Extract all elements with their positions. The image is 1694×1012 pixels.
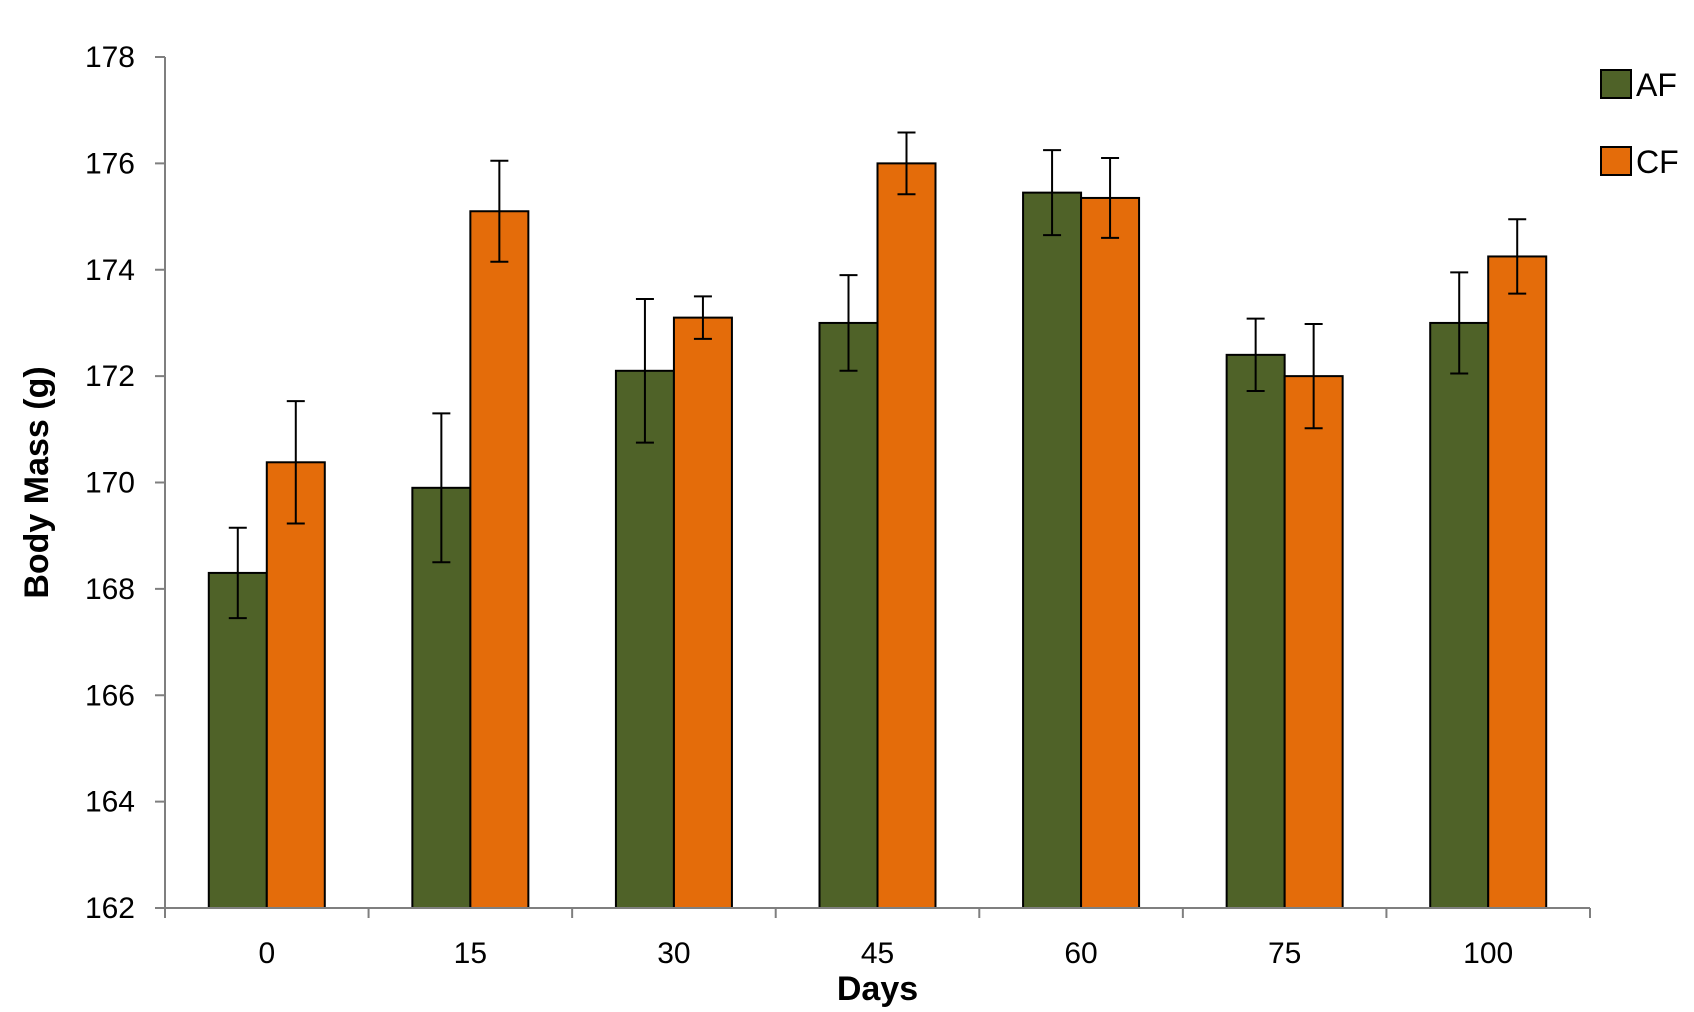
x-tick-label-0: 0	[258, 937, 275, 970]
bar-cf-60	[1080, 196, 1141, 909]
error-bar-af-60	[1043, 149, 1062, 237]
y-axis-title: Body Mass (g)	[18, 366, 56, 598]
error-bar-cf-100	[1508, 218, 1527, 295]
y-tick-label-178: 178	[85, 41, 135, 74]
x-tick-label-45: 45	[861, 937, 894, 970]
error-bar-af-15	[432, 412, 451, 564]
y-tick-label-166: 166	[85, 679, 135, 712]
legend-swatch-cf	[1600, 146, 1632, 176]
error-bar-cf-30	[693, 295, 712, 340]
bar-af-75	[1225, 353, 1286, 910]
error-bar-af-30	[635, 298, 654, 444]
x-tick-label-100: 100	[1463, 937, 1513, 970]
legend: AF CF	[1600, 67, 1679, 180]
y-tick-label-168: 168	[85, 573, 135, 606]
y-tick-label-174: 174	[85, 254, 135, 287]
error-bar-cf-60	[1101, 157, 1120, 239]
bar-cf-75	[1283, 375, 1344, 909]
error-bar-af-0	[228, 526, 247, 620]
error-bar-cf-0	[286, 400, 305, 525]
bar-af-100	[1429, 321, 1490, 909]
bar-cf-45	[876, 162, 937, 909]
legend-swatch-af	[1600, 69, 1632, 99]
bar-af-60	[1022, 191, 1083, 910]
error-bar-af-100	[1450, 271, 1469, 375]
bar-cf-15	[469, 210, 530, 909]
x-tick-label-30: 30	[657, 937, 690, 970]
legend-label-af: AF	[1636, 67, 1677, 103]
bar-cf-0	[265, 461, 326, 909]
y-tick-label-172: 172	[85, 360, 135, 393]
y-tick-label-176: 176	[85, 147, 135, 180]
error-bar-cf-45	[897, 131, 916, 196]
bar-af-30	[614, 369, 675, 909]
bar-af-45	[818, 321, 879, 909]
error-bar-cf-75	[1304, 323, 1323, 430]
bar-cf-30	[672, 316, 733, 909]
bar-af-0	[207, 571, 268, 909]
bar-cf-100	[1487, 255, 1548, 909]
y-tick-label-162: 162	[85, 892, 135, 925]
tick-labels-layer: 162 164 166 168 170 172 174 176 178 0 15 30 45 60 75 10…	[85, 41, 1513, 970]
error-bar-af-45	[839, 274, 858, 372]
x-axis-title: Days	[837, 970, 918, 1008]
x-tick-label-15: 15	[454, 937, 487, 970]
x-tick-label-60: 60	[1064, 937, 1097, 970]
y-tick-label-170: 170	[85, 467, 135, 500]
error-bars-layer	[228, 131, 1527, 620]
y-tick-label-164: 164	[85, 786, 135, 819]
legend-label-cf: CF	[1636, 144, 1679, 180]
error-bar-af-75	[1246, 317, 1265, 393]
bars-layer	[207, 162, 1548, 910]
error-bar-cf-15	[490, 159, 509, 263]
x-tick-label-75: 75	[1268, 937, 1301, 970]
axes-layer	[155, 56, 1591, 918]
